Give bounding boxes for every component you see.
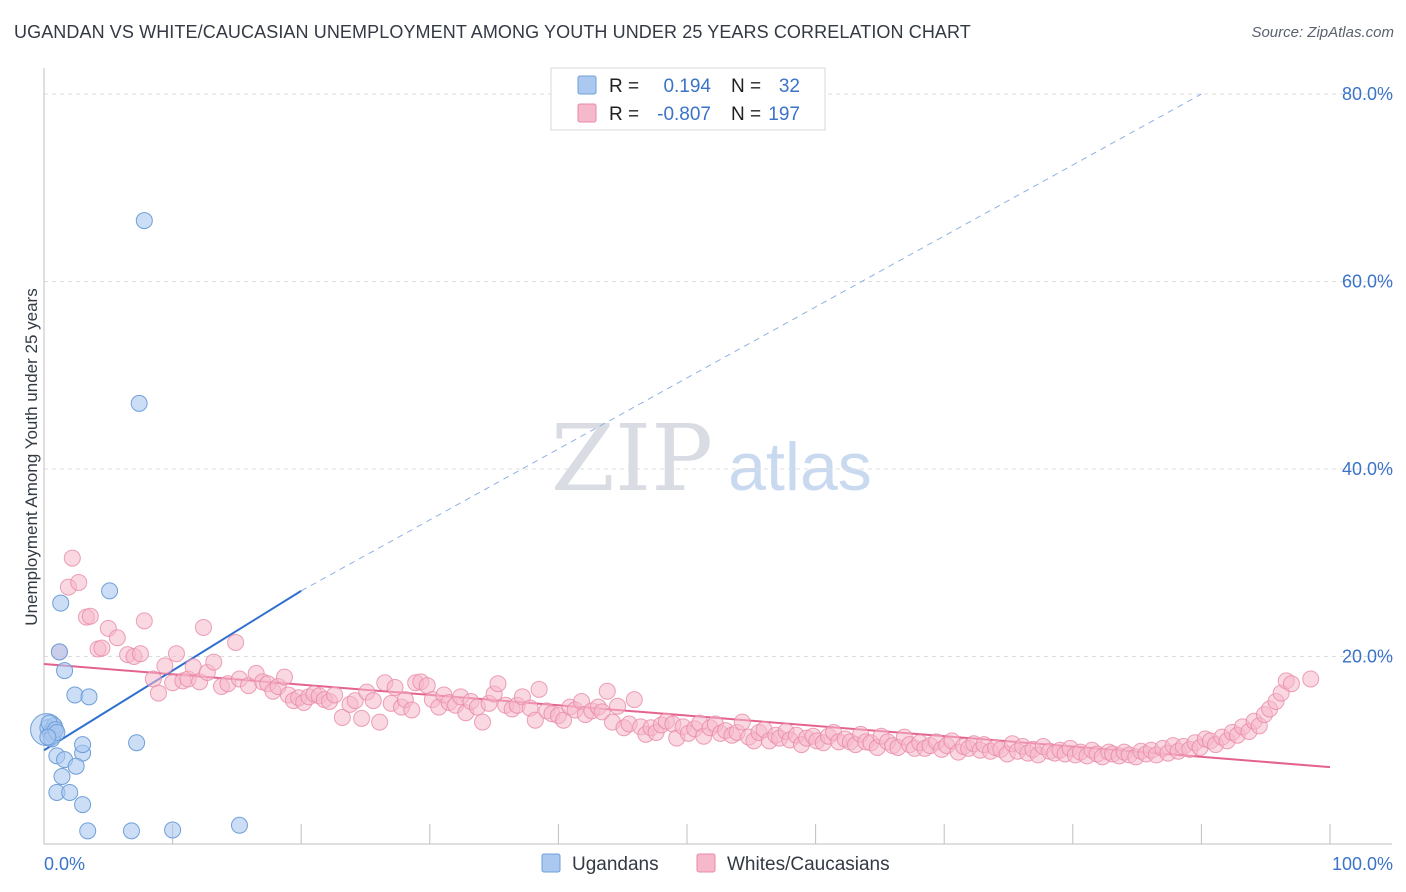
white-caucasian-points — [50, 549, 1320, 766]
watermark-atlas: atlas — [728, 429, 872, 505]
ugandan-point — [135, 212, 153, 230]
white-point — [489, 675, 507, 693]
ugandan-points — [30, 212, 248, 840]
white-point — [364, 692, 382, 710]
ugandan-point — [61, 783, 79, 801]
white-point — [149, 684, 167, 702]
white-point — [70, 573, 88, 591]
ugandan-point — [101, 582, 119, 600]
ugandan-point — [74, 736, 92, 754]
ugandan-point — [128, 734, 146, 752]
white-point — [403, 701, 421, 719]
chart-title: UGANDAN VS WHITE/CAUCASIAN UNEMPLOYMENT … — [14, 22, 971, 42]
ugandan-trend-extension — [300, 93, 1202, 592]
white-point — [167, 645, 185, 663]
white-point — [194, 618, 212, 636]
y-tick-label-40: 40.0% — [1342, 459, 1393, 479]
white-point — [227, 633, 245, 651]
y-tick-label-80: 80.0% — [1342, 84, 1393, 104]
white-point — [131, 645, 149, 663]
ugandan-point — [39, 728, 57, 746]
white-point — [108, 629, 126, 647]
white-point — [474, 713, 492, 731]
white-swatch — [577, 103, 597, 123]
white-point — [346, 692, 364, 710]
white-point — [63, 549, 81, 567]
y-tick-label-20: 20.0% — [1342, 647, 1393, 667]
stats-legend: R = 0.194 N = 32 R = -0.807 N = 197 — [550, 67, 826, 131]
white-point — [526, 711, 544, 729]
source-credit: Source: ZipAtlas.com — [1251, 24, 1394, 41]
ugandan-point — [164, 821, 182, 839]
legend-ugandans-label: Ugandans — [572, 854, 659, 875]
white-point — [609, 697, 627, 715]
legend-ugandans-swatch — [541, 853, 561, 873]
series-legend: Ugandans Whites/Caucasians — [541, 853, 890, 875]
ugandan-point — [122, 822, 140, 840]
white-point — [598, 682, 616, 700]
y-tick-label-60: 60.0% — [1342, 272, 1393, 292]
watermark-zip: ZIP — [551, 405, 713, 512]
y-axis-label: Unemployment Among Youth under 25 years — [22, 288, 41, 625]
white-point — [593, 703, 611, 721]
ugandan-point — [130, 394, 148, 412]
white-point — [530, 680, 548, 698]
white-point — [353, 709, 371, 727]
white-point — [1302, 670, 1320, 688]
ugandan-point — [53, 768, 71, 785]
ugandan-r-value: 0.194 — [663, 76, 711, 97]
ugandan-point — [74, 796, 92, 814]
legend-white-label: Whites/Caucasians — [727, 854, 890, 875]
white-point — [81, 607, 99, 625]
white-point — [275, 668, 293, 686]
ugandan-point — [50, 643, 68, 661]
white-point — [386, 678, 404, 696]
x-tick-label-min: 0.0% — [44, 854, 85, 874]
ugandan-n-label: N = — [731, 76, 761, 97]
ugandan-point — [79, 822, 97, 840]
white-point — [1282, 675, 1300, 693]
white-point — [733, 713, 751, 731]
white-n-label: N = — [731, 104, 761, 125]
tick-labels: 20.0% 40.0% 60.0% 80.0% 0.0% 100.0% — [44, 84, 1393, 874]
white-r-label: R = — [609, 104, 639, 125]
x-tick-label-max: 100.0% — [1332, 854, 1393, 874]
ugandan-trend-line — [43, 590, 302, 752]
ugandan-point — [230, 816, 248, 834]
white-point — [93, 639, 111, 657]
white-r-value: -0.807 — [657, 104, 711, 125]
axes — [43, 68, 1392, 845]
white-point — [333, 708, 351, 726]
ugandan-r-label: R = — [609, 76, 639, 97]
white-point — [156, 657, 174, 675]
legend-white-swatch — [696, 853, 716, 873]
white-point — [625, 691, 643, 709]
white-point — [326, 686, 344, 704]
ugandan-point — [56, 662, 74, 680]
grid-lines — [44, 93, 1392, 657]
ugandan-point — [67, 757, 85, 775]
white-point — [371, 713, 389, 731]
ugandan-point — [66, 686, 84, 704]
white-point — [205, 653, 223, 671]
white-n-value: 197 — [768, 104, 800, 125]
white-point — [135, 612, 153, 630]
ugandan-swatch — [577, 75, 597, 95]
ugandan-point — [80, 688, 98, 706]
ugandan-n-value: 32 — [779, 76, 800, 97]
white-point — [184, 658, 202, 676]
ugandan-point — [52, 594, 70, 612]
